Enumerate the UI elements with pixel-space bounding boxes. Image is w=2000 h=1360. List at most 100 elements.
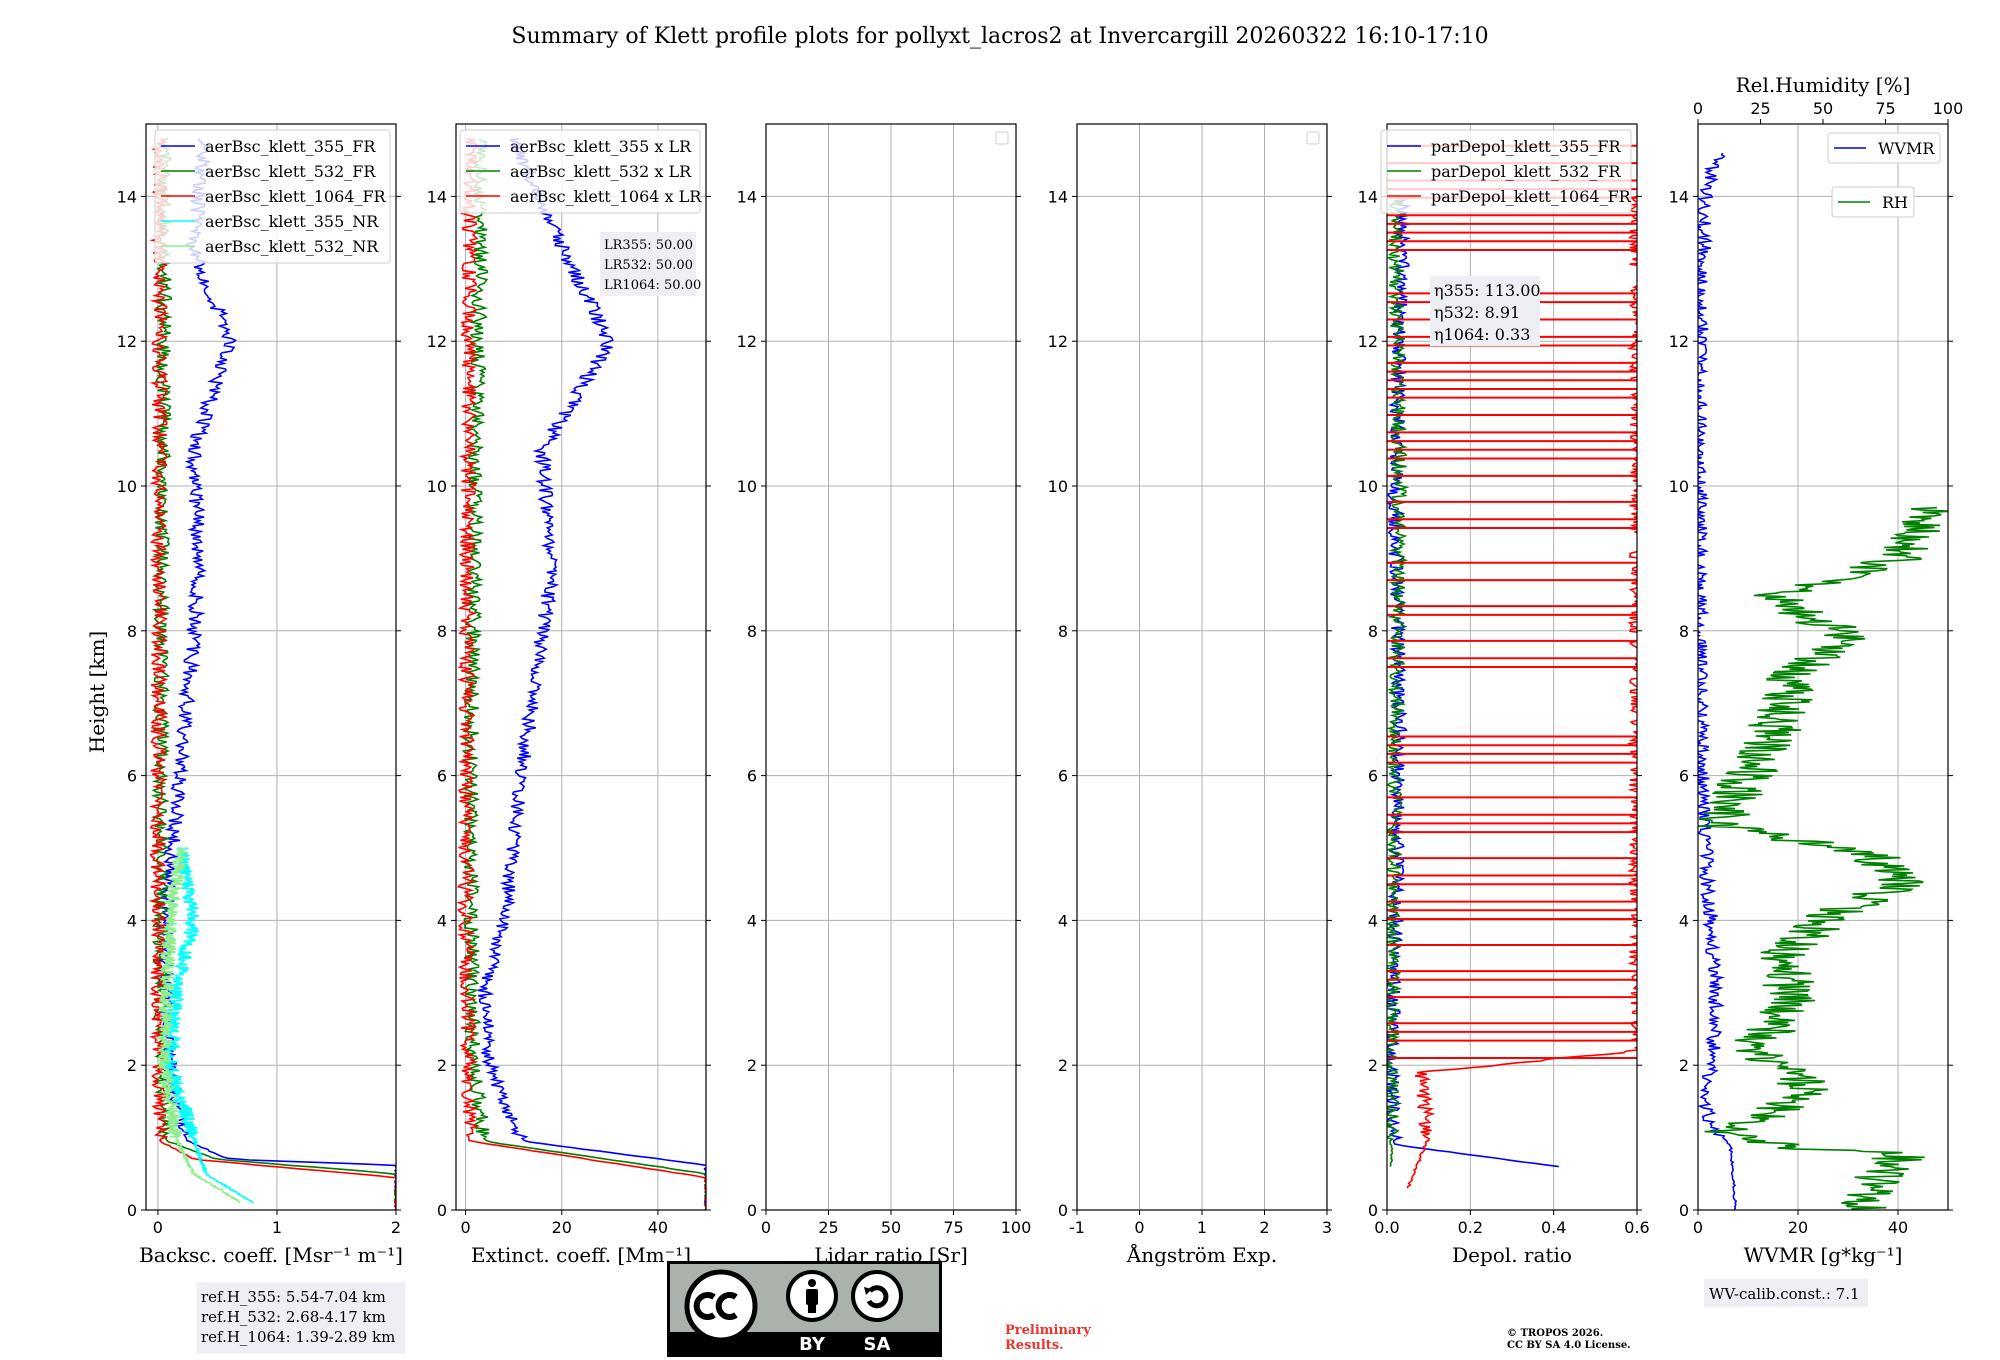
series-line-aerBsc_klett_1064 x LR	[456, 137, 706, 1210]
y-tick-label: 10	[117, 477, 137, 496]
x-tick-label: -1	[1069, 1218, 1085, 1237]
legend-entry: aerBsc_klett_1064 x LR	[510, 187, 702, 206]
x-tick-label: 0	[153, 1218, 163, 1237]
x-tick-label: 0	[1693, 1218, 1703, 1237]
y-tick-label: 0	[1058, 1201, 1068, 1220]
legend-entry: RH	[1882, 193, 1908, 212]
top-axis-label: Rel.Humidity [%]	[1736, 73, 1911, 97]
y-tick-label: 12	[1669, 332, 1689, 351]
x-tick-label: 100	[1001, 1218, 1032, 1237]
legend-entry: aerBsc_klett_532_FR	[205, 162, 376, 181]
ref-height-355: ref.H_355: 5.54-7.04 km	[201, 1288, 386, 1306]
lidar-ratio-1: LR532: 50.00	[604, 258, 693, 273]
y-tick-label: 0	[1368, 1201, 1378, 1220]
y-axis-label: Height [km]	[85, 631, 109, 753]
eta-0: η355: 113.00	[1434, 281, 1541, 300]
data-layer	[1387, 144, 1637, 1189]
y-tick-label: 8	[1368, 622, 1378, 641]
series-line-aerBsc_klett_532 x LR	[461, 138, 706, 1210]
y-tick-label: 12	[1048, 332, 1068, 351]
x-tick-label: 20	[1788, 1218, 1808, 1237]
legend-entry: parDepol_klett_355_FR	[1431, 137, 1622, 156]
copyright-note: © TROPOS 2026. CC BY SA 4.0 License.	[1507, 1328, 1631, 1351]
legend-entry: aerBsc_klett_355_FR	[205, 137, 376, 156]
panel-6: 0 2 4 6 8 10 12 14 0 20 40 WVMR [g*kg⁻¹] 0 25 50 75 100 R…	[1669, 73, 1964, 1267]
x-tick-label: 1	[272, 1218, 282, 1237]
y-tick-label: 4	[1679, 911, 1689, 930]
top-tick-label: 100	[1933, 99, 1964, 118]
x-tick-label: 0	[1134, 1218, 1144, 1237]
y-tick-label: 0	[437, 1201, 447, 1220]
y-tick-label: 2	[127, 1056, 137, 1075]
cc-by-sa-logo: BY SA	[667, 1261, 942, 1357]
y-tick-label: 4	[437, 911, 447, 930]
eta-box	[1430, 276, 1540, 346]
x-tick-label: 50	[881, 1218, 901, 1237]
y-tick-label: 2	[747, 1056, 757, 1075]
series-line-parDepol_klett_355_FR	[1387, 195, 1559, 1168]
y-tick-label: 6	[127, 767, 137, 786]
figure-title: Summary of Klett profile plots for polly…	[511, 24, 1488, 49]
series-line-aerBsc_klett_1064_FR	[148, 137, 396, 1210]
cc-by-label: BY	[799, 1334, 826, 1355]
y-tick-label: 10	[1048, 477, 1068, 496]
y-tick-label: 2	[1368, 1056, 1378, 1075]
legend-box	[459, 129, 701, 214]
eta-2: η1064: 0.33	[1434, 325, 1530, 344]
series-line-aerBsc_klett_355_NR	[163, 847, 255, 1204]
legend-entry: WVMR	[1878, 139, 1935, 158]
reference-height-box: ref.H_355: 5.54-7.04 km ref.H_532: 2.68-…	[196, 1282, 406, 1354]
series-line-RH	[1698, 506, 1948, 1210]
legend-box	[1827, 132, 1941, 164]
y-tick-label: 2	[1058, 1056, 1068, 1075]
x-tick-label: 0.0	[1374, 1218, 1399, 1237]
y-tick-label: 8	[127, 622, 137, 641]
legend-entry: aerBsc_klett_532 x LR	[510, 162, 692, 181]
y-tick-label: 8	[1679, 622, 1689, 641]
y-tick-label: 6	[1679, 767, 1689, 786]
y-tick-label: 0	[1679, 1201, 1689, 1220]
y-tick-label: 4	[1368, 911, 1378, 930]
wv-calib-box: WV-calib.const.: 7.1	[1704, 1279, 1868, 1307]
x-axis-label: Backsc. coeff. [Msr⁻¹ m⁻¹]	[139, 1243, 403, 1267]
y-tick-label: 10	[1669, 477, 1689, 496]
x-tick-label: 1	[1197, 1218, 1207, 1237]
plot-frame	[455, 123, 707, 1211]
y-tick-label: 10	[737, 477, 757, 496]
series-line-parDepol_klett_532_FR	[1387, 195, 1410, 1167]
legend-entry: aerBsc_klett_355_NR	[205, 212, 379, 231]
y-tick-label: 14	[737, 187, 757, 206]
y-tick-label: 10	[1358, 477, 1378, 496]
series-line-aerBsc_klett_355 x LR	[477, 137, 706, 1210]
legend-entry: parDepol_klett_532_FR	[1431, 162, 1622, 181]
wv-calib-text: WV-calib.const.: 7.1	[1709, 1285, 1860, 1303]
y-tick-label: 10	[427, 477, 447, 496]
y-tick-label: 14	[1669, 187, 1689, 206]
preliminary-results-note: Preliminary Results.	[1005, 1323, 1091, 1353]
top-tick-label: 0	[1693, 99, 1703, 118]
y-tick-label: 12	[117, 332, 137, 351]
y-tick-label: 4	[1058, 911, 1068, 930]
eta-1: η532: 8.91	[1434, 303, 1520, 322]
plot-frame	[1386, 123, 1638, 1211]
top-tick-label: 75	[1875, 99, 1895, 118]
y-tick-label: 6	[1368, 767, 1378, 786]
x-tick-label: 0.6	[1624, 1218, 1649, 1237]
y-tick-label: 6	[747, 767, 757, 786]
legend-entry: aerBsc_klett_355 x LR	[510, 137, 692, 156]
x-tick-label: 40	[648, 1218, 668, 1237]
plot-frame	[145, 123, 397, 1211]
x-tick-label: 0	[461, 1218, 471, 1237]
cc-sa-label: SA	[864, 1334, 891, 1355]
y-tick-label: 14	[117, 187, 137, 206]
legend-entry: aerBsc_klett_532_NR	[205, 237, 379, 256]
x-tick-label: 25	[818, 1218, 838, 1237]
panel-5: 0 2 4 6 8 10 12 14 0.0 0.2 0.4 0.6 Depol. ratio parDe…	[1358, 123, 1650, 1267]
y-tick-label: 2	[437, 1056, 447, 1075]
y-tick-label: 12	[427, 332, 447, 351]
legend-box	[154, 129, 391, 264]
y-tick-label: 14	[1358, 187, 1378, 206]
y-tick-label: 14	[427, 187, 447, 206]
